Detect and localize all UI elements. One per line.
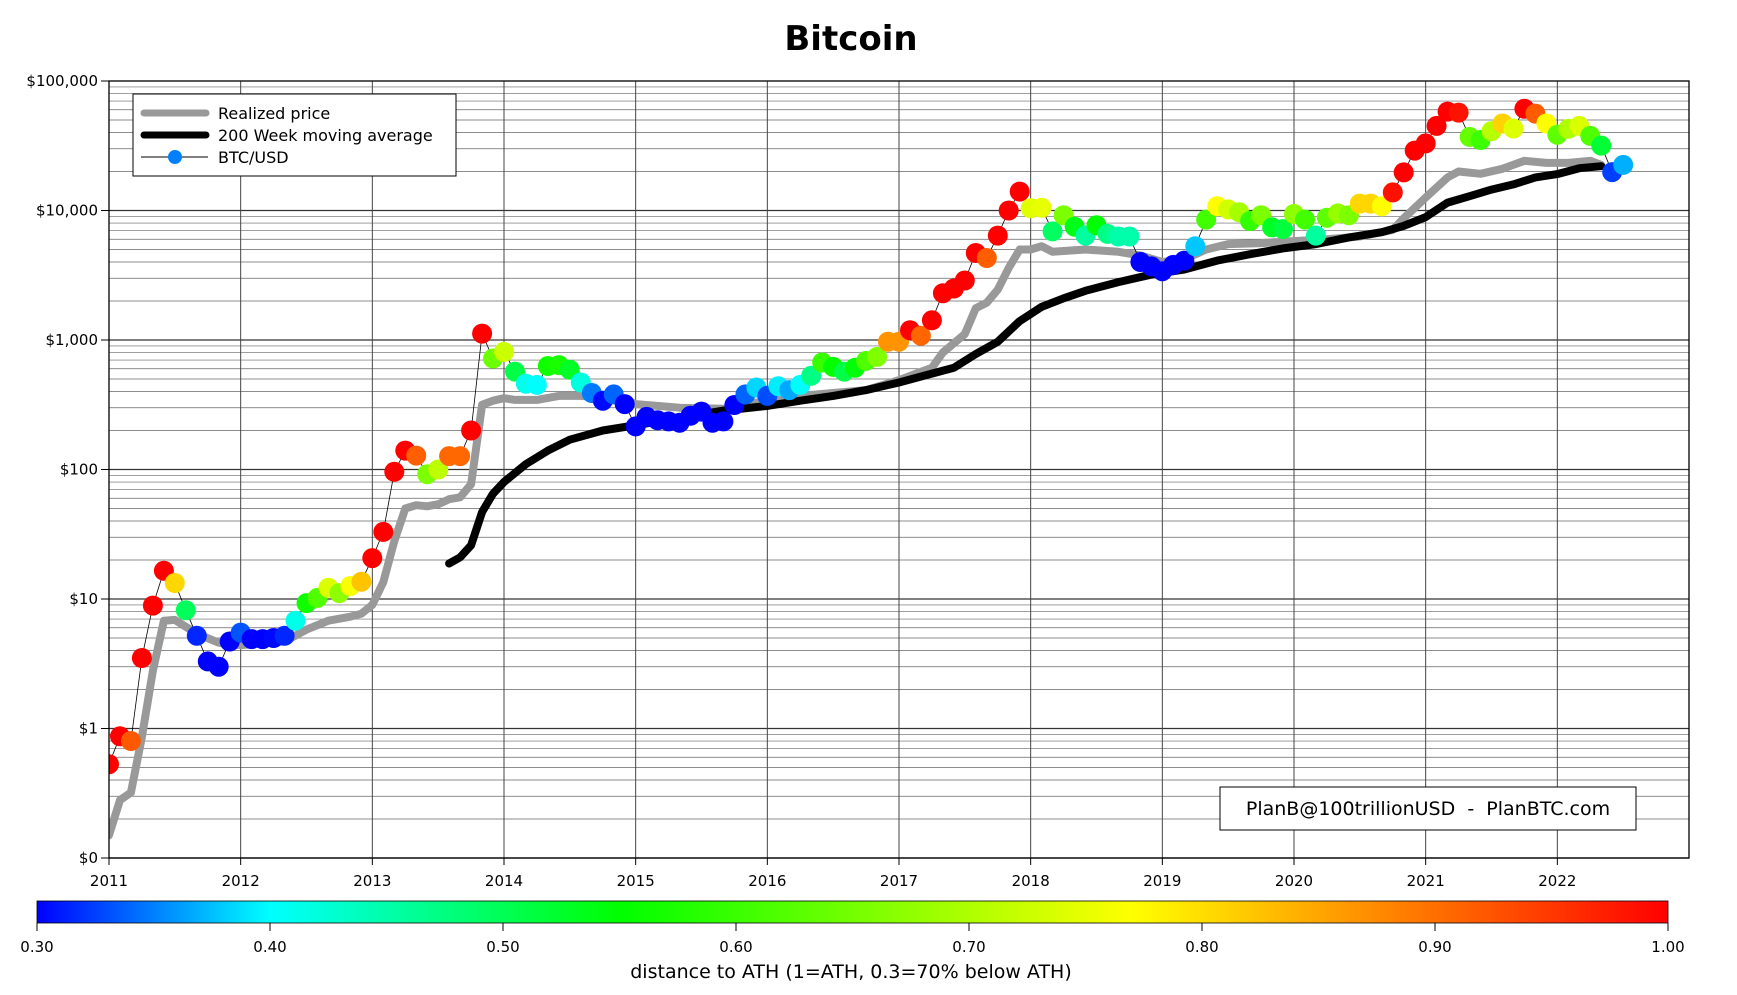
btc-usd-point [1196, 209, 1217, 230]
btc-usd-point [1305, 225, 1326, 246]
btc-usd-point [976, 248, 997, 268]
y-tick-label: $0 [79, 849, 98, 867]
x-tick-label: 2021 [1407, 872, 1445, 890]
y-tick-label: $10 [69, 590, 98, 608]
colorbar-tick-label: 0.60 [719, 938, 752, 956]
btc-usd-point [362, 548, 383, 569]
y-tick-label: $1 [79, 720, 98, 738]
x-tick-label: 2011 [90, 872, 128, 890]
btc-usd-point [274, 625, 295, 646]
colorbar-tick-label: 1.00 [1651, 938, 1684, 956]
colorbar-gradient [36, 900, 1669, 924]
btc-usd-point [1448, 102, 1469, 123]
btc-usd-point [713, 411, 734, 432]
watermark: PlanB@100trillionUSD - PlanBTC.com [1219, 786, 1637, 831]
btc-usd-point [526, 374, 547, 395]
x-tick-label: 2019 [1143, 872, 1181, 890]
btc-usd-point [120, 731, 141, 751]
btc-usd-point [1031, 197, 1052, 218]
btc-usd-point [1613, 154, 1634, 175]
watermark-text: PlanB@100trillionUSD - PlanBTC.com [1246, 798, 1610, 820]
x-tick-label: 2018 [1012, 872, 1050, 890]
colorbar-tick-label: 0.40 [253, 938, 286, 956]
colorbar: distance to ATH (1=ATH, 0.3=70% below AT… [20, 900, 1685, 983]
colorbar-tick-label: 0.70 [952, 938, 985, 956]
btc-usd-point [164, 573, 185, 593]
colorbar-tick-label: 0.80 [1185, 938, 1218, 956]
x-tick-label: 2015 [617, 872, 655, 890]
axes: 2011 2012 2013 2014 2015 2016 2017 2018 2019 2020… [26, 72, 1576, 890]
x-tick-label: 2017 [880, 872, 918, 890]
btc-usd-point [1295, 209, 1315, 230]
btc-usd-point [494, 341, 514, 362]
btc-usd-point [954, 270, 975, 291]
btc-usd-point [1042, 221, 1063, 242]
btc-usd-point [450, 446, 471, 467]
btc-usd-point [1009, 181, 1030, 202]
colorbar-tick-label: 0.50 [486, 938, 519, 956]
btc-usd-point [1393, 162, 1414, 183]
btc-usd-point [351, 571, 372, 592]
btc-usd-point [614, 394, 635, 415]
grid [108, 81, 1689, 859]
y-tick-label: $100,000 [26, 72, 98, 90]
x-tick-label: 2020 [1275, 872, 1313, 890]
legend: Realized price 200 Week moving average B… [132, 93, 457, 177]
btc-usd-point [1382, 182, 1403, 203]
btc-usd-point [1503, 118, 1524, 139]
legend-label-ma: 200 Week moving average [218, 126, 433, 145]
x-tick-label: 2014 [485, 872, 523, 890]
y-tick-label: $100 [60, 461, 98, 479]
btc-usd-point [175, 600, 196, 621]
btc-usd-point [998, 200, 1019, 221]
btc-usd-point [131, 648, 152, 668]
chart-title: Bitcoin [784, 19, 917, 59]
btc-usd-point [109, 754, 119, 775]
x-tick-label: 2013 [353, 872, 391, 890]
btc-usd-point [208, 656, 229, 677]
x-tick-label: 2016 [748, 872, 786, 890]
legend-label-realized: Realized price [218, 104, 330, 123]
btc-usd-point [910, 325, 931, 346]
btc-usd-point [1273, 219, 1293, 239]
btc-usd-point [461, 420, 482, 441]
legend-swatch-btc-marker [168, 150, 182, 164]
btc-usd-point [867, 346, 888, 367]
btc-usd-point [801, 365, 822, 386]
y-tick-label: $10,000 [36, 202, 98, 220]
series-layer [109, 98, 1634, 840]
btc-usd-point [1185, 236, 1206, 257]
btc-usd-line [109, 108, 1624, 765]
btc-usd-point [1591, 135, 1612, 156]
x-tick-label: 2012 [222, 872, 260, 890]
plot-frame [108, 80, 1690, 859]
btc-usd-point [406, 445, 427, 466]
btc-usd-point [373, 521, 394, 542]
colorbar-label: distance to ATH (1=ATH, 0.3=70% below AT… [630, 961, 1072, 983]
btc-usd-point [1371, 196, 1392, 217]
ma-200-week-line [445, 162, 1606, 568]
colorbar-tick-label: 0.30 [20, 938, 53, 956]
btc-usd-point [1174, 250, 1195, 271]
btc-usd-point [987, 225, 1008, 246]
btc-usd-point [384, 461, 405, 482]
x-tick-label: 2022 [1538, 872, 1576, 890]
btc-usd-point [186, 625, 207, 646]
watermark-box [1219, 786, 1637, 831]
legend-label-btc: BTC/USD [218, 148, 289, 167]
y-tick-label: $1,000 [46, 331, 99, 349]
btc-usd-point [1426, 115, 1447, 136]
btc-usd-point [921, 310, 942, 331]
btc-usd-point [428, 459, 449, 480]
btc-usd-point [285, 610, 306, 631]
btc-usd-point [1415, 133, 1436, 154]
btc-usd-point [472, 323, 493, 344]
colorbar-tick-label: 0.90 [1418, 938, 1451, 956]
btc-usd-point [1119, 226, 1140, 247]
btc-usd-point [142, 595, 163, 616]
